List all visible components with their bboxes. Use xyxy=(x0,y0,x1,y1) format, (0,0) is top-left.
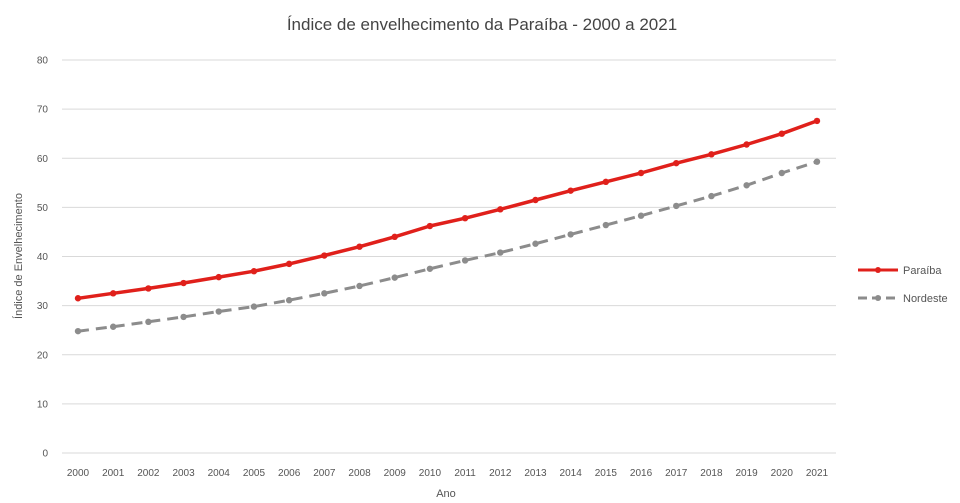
y-tick-label: 30 xyxy=(37,301,49,312)
data-point xyxy=(497,249,504,256)
legend-item: Paraíba xyxy=(858,265,942,277)
x-tick-label: 2009 xyxy=(384,468,407,479)
data-point xyxy=(250,303,258,310)
data-point xyxy=(145,285,152,292)
data-point xyxy=(602,178,610,186)
y-tick-label: 70 xyxy=(37,105,49,116)
data-point xyxy=(285,297,293,304)
y-axis-label: Índice de Envelhecimento xyxy=(12,193,25,319)
data-point xyxy=(637,212,645,219)
data-point xyxy=(461,214,469,222)
x-tick-label: 2005 xyxy=(243,468,266,479)
data-point xyxy=(813,158,821,165)
data-point xyxy=(567,231,574,238)
data-point xyxy=(391,233,398,241)
series-paraíba xyxy=(74,117,821,302)
data-point xyxy=(426,265,434,272)
x-tick-label: 2021 xyxy=(806,468,829,479)
y-tick-label: 60 xyxy=(37,154,49,165)
data-point xyxy=(356,282,363,290)
x-axis-ticks: 2000 2001 2002 2003 2004 2005 2006 2007 2008 2009… xyxy=(67,468,829,479)
data-point xyxy=(74,327,82,335)
data-point xyxy=(567,187,574,194)
data-point xyxy=(673,202,680,210)
x-tick-label: 2019 xyxy=(735,468,758,479)
series-line xyxy=(77,119,818,301)
legend-label: Paraíba xyxy=(903,265,942,277)
y-tick-label: 20 xyxy=(37,350,49,361)
data-point xyxy=(356,243,363,250)
data-point xyxy=(250,268,258,275)
data-point xyxy=(215,273,222,281)
data-point xyxy=(321,290,328,297)
data-point xyxy=(532,240,539,247)
gridlines xyxy=(62,59,836,454)
data-point xyxy=(708,151,715,158)
data-point xyxy=(708,192,715,200)
y-tick-label: 0 xyxy=(42,449,48,460)
data-point xyxy=(145,318,152,326)
x-tick-label: 2018 xyxy=(700,468,723,479)
data-point xyxy=(321,252,328,259)
data-point xyxy=(743,141,750,148)
data-point xyxy=(637,169,645,177)
legend-marker xyxy=(875,267,881,273)
y-tick-label: 40 xyxy=(37,252,49,263)
data-point xyxy=(813,117,821,125)
x-tick-label: 2010 xyxy=(419,468,442,479)
data-point xyxy=(180,279,187,287)
data-point xyxy=(497,206,504,213)
x-tick-label: 2004 xyxy=(208,468,231,479)
legend-item: Nordeste xyxy=(858,293,948,305)
x-tick-label: 2013 xyxy=(524,468,547,479)
data-point xyxy=(109,290,117,297)
x-tick-label: 2003 xyxy=(172,468,195,479)
x-axis-label: Ano xyxy=(436,488,456,500)
legend-marker xyxy=(875,295,881,301)
data-point xyxy=(426,222,434,230)
y-tick-label: 50 xyxy=(37,203,49,214)
x-tick-label: 2008 xyxy=(348,468,371,479)
data-point xyxy=(532,196,539,204)
y-tick-label: 80 xyxy=(37,56,49,67)
data-point xyxy=(109,323,117,330)
data-point xyxy=(285,260,293,268)
x-tick-label: 2016 xyxy=(630,468,653,479)
data-point xyxy=(778,130,786,137)
data-point xyxy=(180,313,187,321)
chart-title: Índice de envelhecimento da Paraíba - 20… xyxy=(287,15,677,34)
x-tick-label: 2002 xyxy=(137,468,160,479)
legend: Paraíba Nordeste xyxy=(858,265,948,305)
data-point xyxy=(673,159,680,167)
x-tick-label: 2007 xyxy=(313,468,336,479)
x-tick-label: 2017 xyxy=(665,468,688,479)
x-tick-label: 2015 xyxy=(595,468,618,479)
y-axis-ticks: 0 10 20 30 40 50 60 70 80 xyxy=(37,56,49,460)
x-tick-label: 2020 xyxy=(771,468,794,479)
x-tick-label: 2001 xyxy=(102,468,125,479)
data-point xyxy=(391,274,398,281)
data-point xyxy=(461,257,469,264)
legend-label: Nordeste xyxy=(903,293,948,305)
data-point xyxy=(74,295,82,302)
x-tick-label: 2011 xyxy=(454,468,476,479)
x-tick-label: 2006 xyxy=(278,468,301,479)
series-lines xyxy=(74,117,821,335)
x-tick-label: 2000 xyxy=(67,468,90,479)
x-tick-label: 2014 xyxy=(560,468,583,479)
y-tick-label: 10 xyxy=(37,399,49,410)
series-line xyxy=(77,160,818,333)
data-point xyxy=(743,182,750,189)
data-point xyxy=(215,308,222,315)
x-tick-label: 2012 xyxy=(489,468,512,479)
series-nordeste xyxy=(74,158,821,335)
data-point xyxy=(602,221,610,229)
data-point xyxy=(778,169,786,177)
